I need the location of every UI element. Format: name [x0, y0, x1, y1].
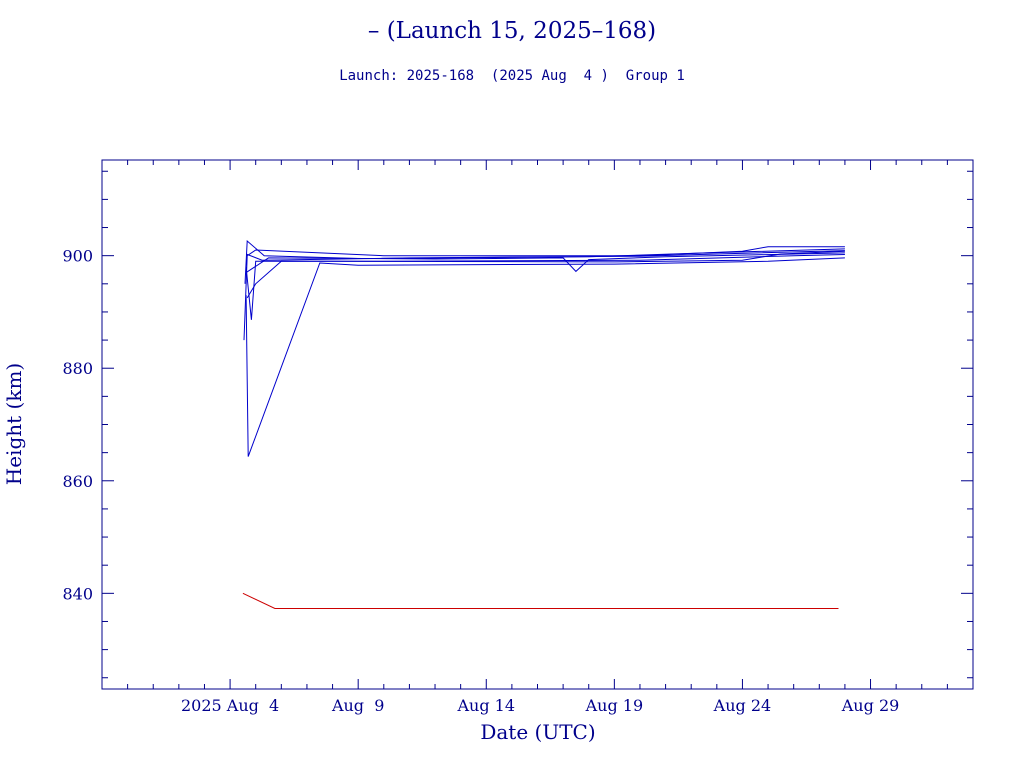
- axis-ticks: [101, 160, 974, 689]
- series-line: [244, 239, 845, 284]
- x-tick-label: Aug 14: [456, 696, 515, 715]
- reference-line: [242, 592, 839, 609]
- x-tick-label: Aug 19: [585, 696, 644, 715]
- x-tick-label: 2025 Aug 4: [181, 696, 279, 715]
- chart-title: – (Launch 15, 2025–168): [368, 18, 656, 44]
- x-tick-label: Aug 24: [713, 696, 772, 715]
- y-tick-label: 880: [62, 359, 93, 378]
- x-tick-label: Aug 29: [841, 696, 900, 715]
- series-line: [246, 250, 845, 299]
- series-line: [245, 257, 845, 457]
- x-tick-label: Aug 9: [331, 696, 384, 715]
- y-axis-label: Height (km): [2, 363, 26, 485]
- plot-frame: [101, 159, 974, 690]
- series-line: [245, 252, 845, 274]
- y-tick-label: 900: [62, 247, 93, 266]
- chart-subtitle: Launch: 2025-168 (2025 Aug 4 ) Group 1: [339, 68, 685, 84]
- y-tick-label: 860: [62, 472, 93, 491]
- tick-labels: 2025 Aug 4 Aug 9 Aug 14 Aug 19 Aug 24 Aug 29 8…: [62, 247, 899, 715]
- y-tick-label: 840: [62, 584, 93, 603]
- x-axis-label: Date (UTC): [480, 720, 595, 744]
- series-line: [245, 250, 845, 261]
- series-layer: [242, 239, 845, 609]
